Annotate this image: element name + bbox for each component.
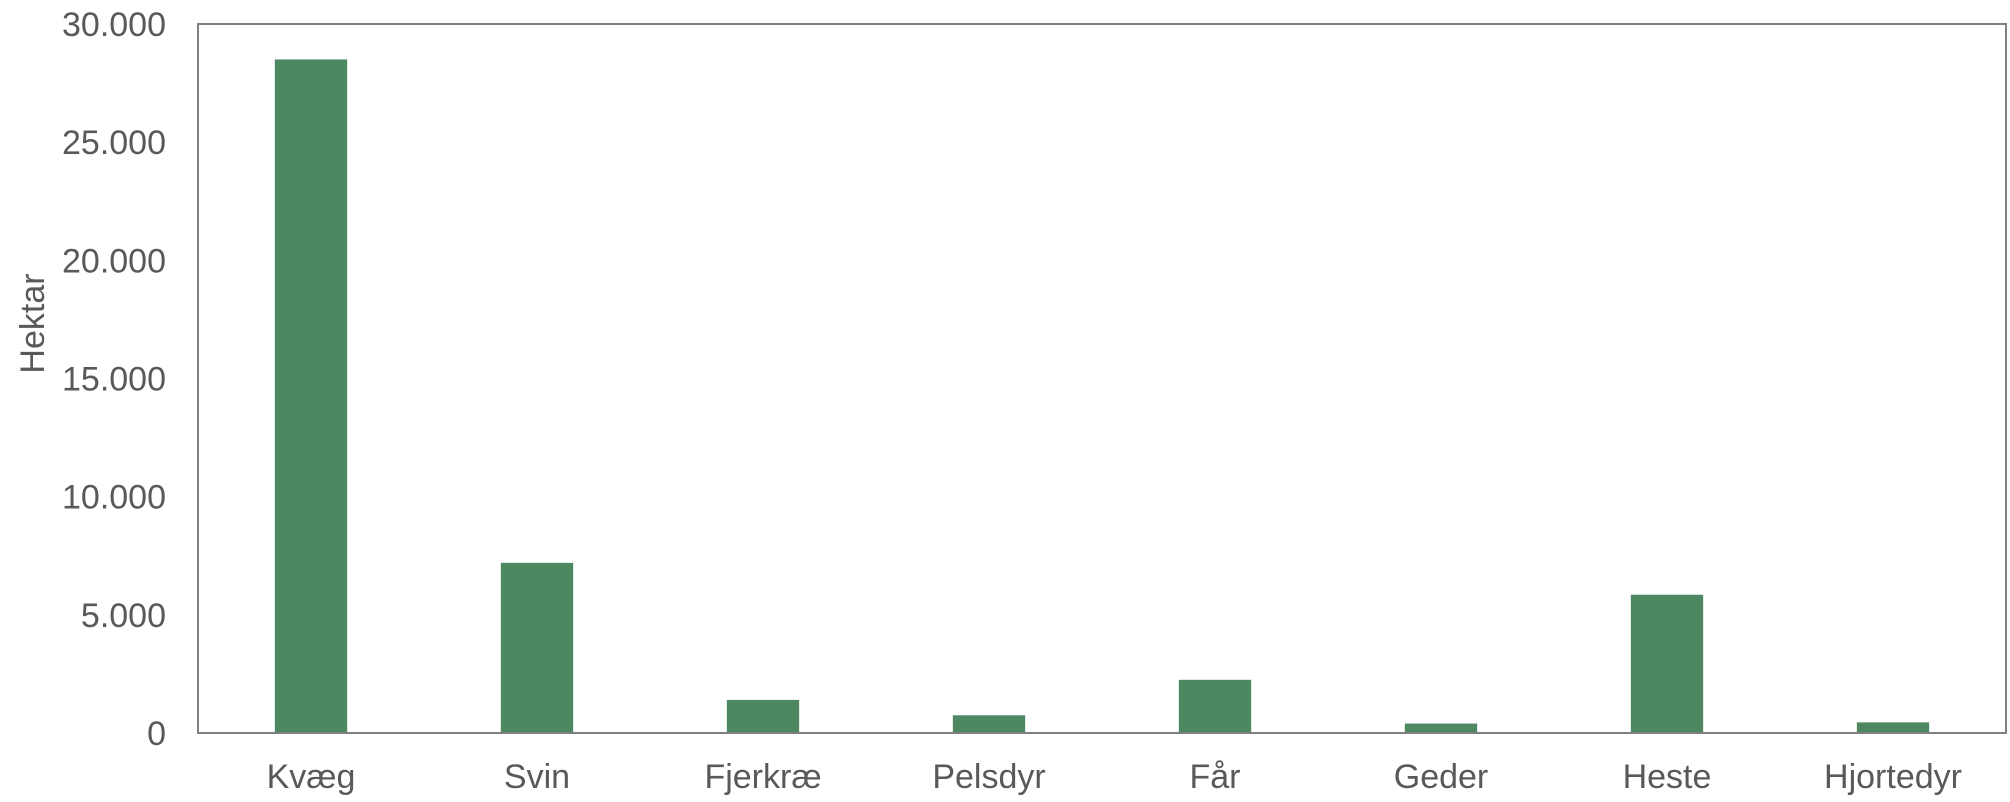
- bar-2: [726, 699, 800, 733]
- bar-7: [1856, 722, 1930, 733]
- y-tick-label: 10.000: [62, 479, 166, 517]
- bar-1: [500, 562, 574, 733]
- y-axis-ticks: 0 5.000 10.000 15.000 20.000 25.000 30.000: [62, 6, 166, 753]
- y-tick-label: 5.000: [81, 597, 166, 635]
- x-category-label: Fjerkræ: [704, 758, 821, 796]
- x-category-label: Heste: [1623, 758, 1712, 796]
- x-category-label: Får: [1190, 758, 1241, 796]
- y-tick-label: 30.000: [62, 6, 166, 44]
- y-axis-title: Hektar: [14, 273, 52, 373]
- plot-area-frame: [197, 23, 2007, 734]
- x-category-label: Hjortedyr: [1824, 758, 1962, 796]
- x-axis-labels: Kvæg Svin Fjerkræ Pelsdyr Får Geder Heste Hjort…: [267, 758, 1962, 796]
- x-category-label: Kvæg: [267, 758, 356, 796]
- x-category-label: Pelsdyr: [932, 758, 1045, 796]
- bar-5: [1404, 723, 1478, 733]
- y-tick-label: 25.000: [62, 124, 166, 162]
- bar-3: [952, 715, 1026, 733]
- bar-6: [1630, 594, 1704, 733]
- y-tick-label: 0: [147, 715, 166, 753]
- bar-0: [274, 59, 348, 733]
- y-tick-label: 15.000: [62, 361, 166, 399]
- x-category-label: Geder: [1394, 758, 1489, 796]
- x-category-label: Svin: [504, 758, 570, 796]
- bar-4: [1178, 679, 1252, 733]
- bars-group: [274, 59, 1930, 733]
- y-tick-label: 20.000: [62, 242, 166, 280]
